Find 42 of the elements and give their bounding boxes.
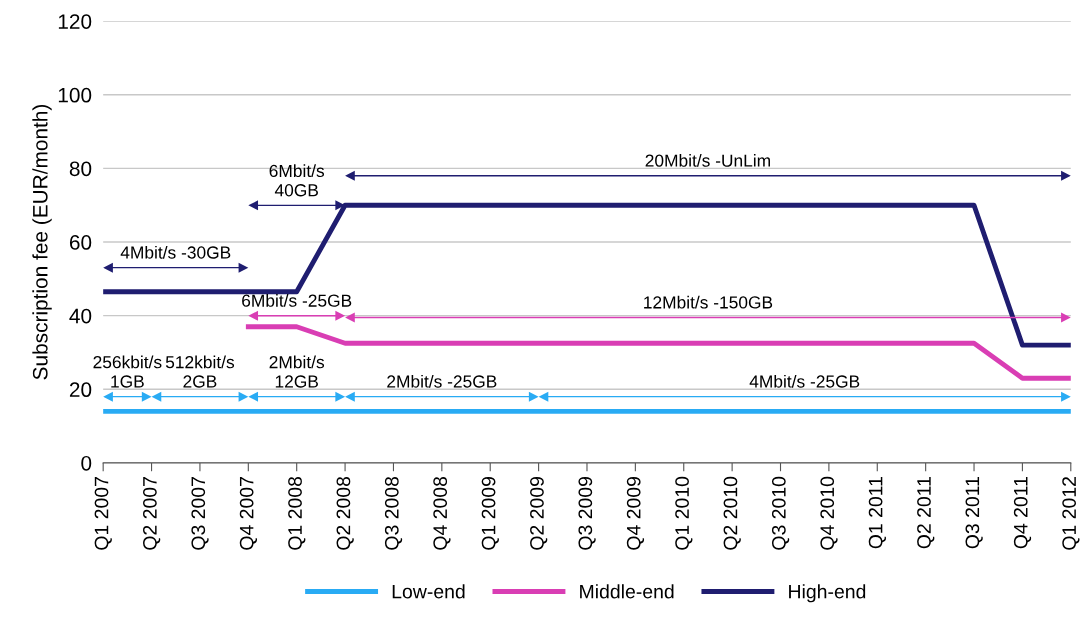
annotation: 4Mbit/s -25GB [749,374,860,388]
y-tick-label: 120 [58,14,92,29]
x-tick-label: Q4 2009 [626,477,645,550]
x-tick-label: Q2 2009 [530,477,548,550]
legend-label: High-end [789,584,866,603]
y-tick-label: 80 [69,161,92,177]
x-tick-label: Q1 2011 [868,477,886,549]
annotation: 256kbit/s 1GB [93,355,162,388]
x-tick-label: Q1 2012 [1062,477,1080,550]
y-tick-label: 0 [81,455,92,471]
annotation: 6Mbit/s -25GB [242,294,352,307]
legend-label: Middle-end [580,584,674,599]
annotation: 4Mbit/s -30GB [120,245,231,259]
x-tick-label: Q3 2007 [191,477,209,550]
y-tick-label: 100 [58,87,92,103]
x-tick-label: Q2 2011 [917,477,935,549]
annotation: 512kbit/s 2GB [165,355,235,388]
annotation: 20Mbit/s -UnLim [645,154,770,167]
x-tick-label: Q4 2010 [820,476,838,550]
y-tick-label: 60 [69,235,92,250]
annotation: 6Mbit/s 40GB [269,164,325,197]
x-tick-label: Q2 2007 [143,477,161,550]
x-tick-label: Q3 2011 [965,477,983,549]
x-tick-label: Q1 2008 [288,476,306,550]
x-tick-label: Q3 2008 [384,476,403,550]
x-tick-label: Q2 2010 [723,476,741,550]
x-tick-label: Q4 2011 [1013,477,1032,549]
x-tick-label: Q1 2009 [481,477,499,550]
x-tick-label: Q4 2008 [433,476,451,550]
y-axis-title: Subscription fee (EUR/month) [32,104,52,380]
x-tick-label: Q3 2009 [578,477,596,550]
x-tick-label: Q1 2010 [675,476,693,550]
y-tick-label: 40 [69,308,92,324]
annotation: 2Mbit/s 12GB [269,355,325,388]
legend-label: Low-end [392,584,465,599]
x-tick-label: Q4 2007 [239,477,258,550]
annotation: 12Mbit/s -150GB [644,295,773,309]
annotation: 2Mbit/s -25GB [387,374,497,388]
x-tick-label: Q1 2007 [94,477,112,550]
x-tick-label: Q2 2008 [336,476,354,550]
y-tick-label: 20 [69,382,92,398]
x-tick-label: Q3 2010 [771,476,790,550]
